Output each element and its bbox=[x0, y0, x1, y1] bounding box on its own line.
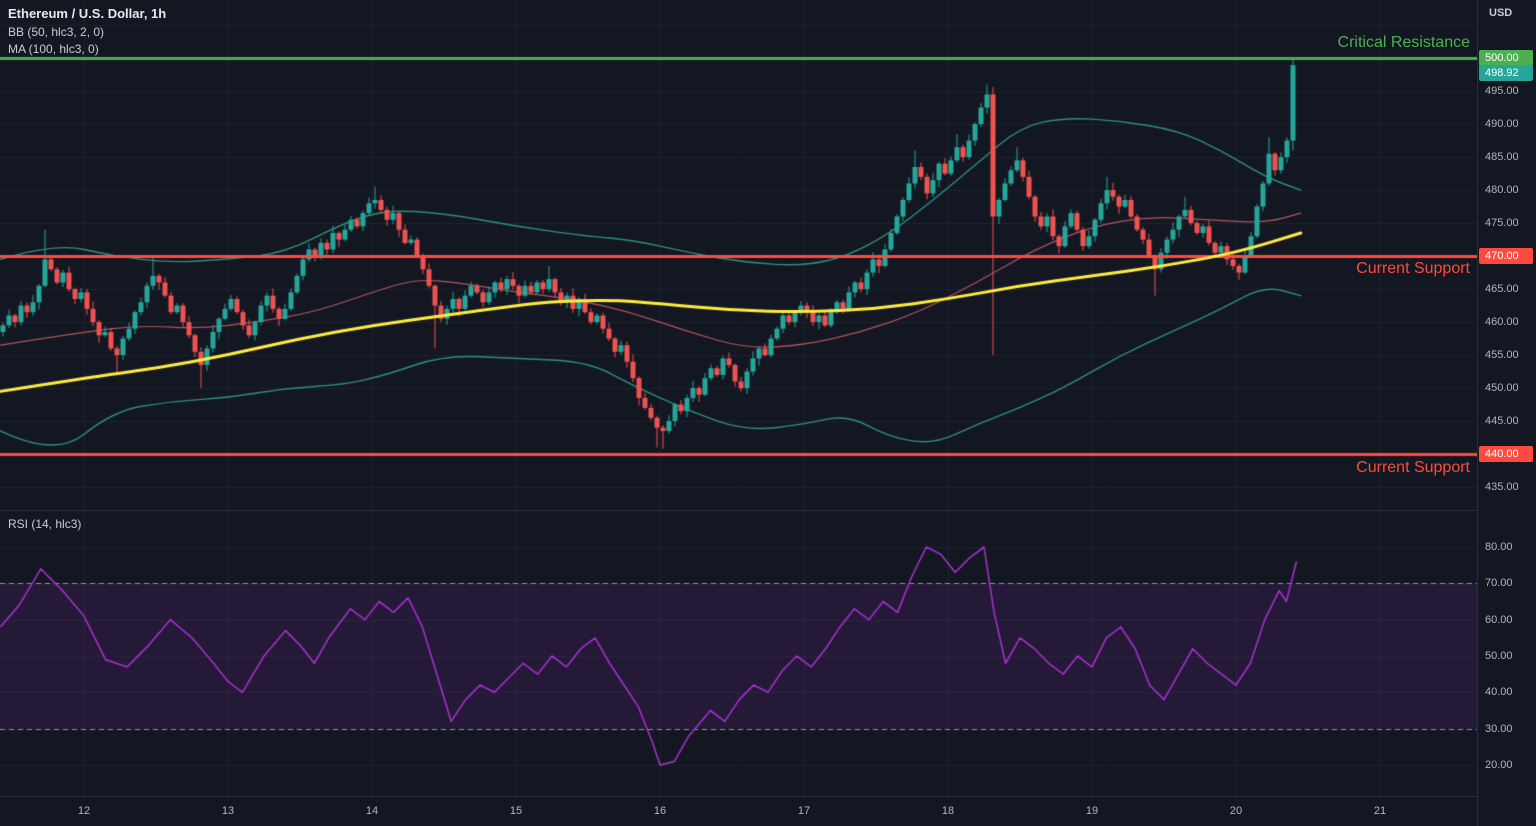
current-support-label-2[interactable]: Current Support bbox=[1356, 459, 1470, 476]
time-axis[interactable]: 12 13 14 15 16 17 18 19 20 21 bbox=[0, 796, 1477, 826]
time-tick-label: 21 bbox=[1373, 805, 1387, 817]
critical-resistance-label[interactable]: Critical Resistance bbox=[1337, 34, 1470, 51]
indicator-ma-label[interactable]: MA (100, hlc3, 0) bbox=[8, 42, 99, 57]
price-tick-label: 445.00 bbox=[1485, 415, 1519, 428]
time-tick-label: 16 bbox=[653, 805, 667, 817]
currency-label[interactable]: USD bbox=[1489, 7, 1513, 19]
time-tick-label: 15 bbox=[509, 805, 523, 817]
chart-legend: Ethereum / U.S. Dollar, 1h BB (50, hlc3,… bbox=[8, 6, 166, 59]
rsi-tick-label: 60.00 bbox=[1485, 613, 1513, 626]
rsi-tick-label: 70.00 bbox=[1485, 577, 1513, 590]
current-support-label-1[interactable]: Current Support bbox=[1356, 260, 1470, 277]
support1-axis-chip: 470.00 bbox=[1479, 248, 1533, 265]
price-tick-label: 485.00 bbox=[1485, 151, 1519, 164]
time-tick-label: 13 bbox=[221, 805, 235, 817]
time-tick-label: 20 bbox=[1229, 805, 1243, 817]
indicator-rsi-label[interactable]: RSI (14, hlc3) bbox=[8, 517, 82, 531]
time-tick-label: 12 bbox=[77, 805, 91, 817]
price-tick-label: 475.00 bbox=[1485, 217, 1519, 230]
rsi-tick-label: 80.00 bbox=[1485, 541, 1513, 553]
time-tick-label: 19 bbox=[1085, 805, 1099, 817]
pane-resize-handle[interactable] bbox=[0, 510, 1477, 511]
time-tick-label: 18 bbox=[941, 805, 955, 817]
resistance-axis-chip: 500.00 bbox=[1479, 50, 1533, 67]
price-tick-label: 450.00 bbox=[1485, 382, 1519, 395]
indicator-bb-label[interactable]: BB (50, hlc3, 2, 0) bbox=[8, 25, 105, 40]
price-tick-label: 465.00 bbox=[1485, 283, 1519, 296]
time-tick-label: 14 bbox=[365, 805, 379, 817]
last-price-axis-chip: 498.92 bbox=[1479, 64, 1533, 81]
rsi-pane-canvas[interactable] bbox=[0, 511, 1477, 796]
price-tick-label: 460.00 bbox=[1485, 316, 1519, 329]
price-chart-canvas[interactable] bbox=[0, 0, 1477, 511]
price-tick-label: 455.00 bbox=[1485, 349, 1519, 362]
price-tick-label: 495.00 bbox=[1485, 85, 1519, 98]
rsi-tick-label: 30.00 bbox=[1485, 722, 1513, 735]
price-axis[interactable]: USD 500.00 498.92 470.00 440.00 500.0049… bbox=[1477, 0, 1536, 826]
rsi-tick-label: 40.00 bbox=[1485, 686, 1513, 699]
rsi-tick-label: 50.00 bbox=[1485, 649, 1513, 662]
price-tick-label: 490.00 bbox=[1485, 118, 1519, 131]
price-tick-label: 435.00 bbox=[1485, 481, 1519, 494]
symbol-title[interactable]: Ethereum / U.S. Dollar, 1h bbox=[8, 6, 167, 21]
price-tick-label: 480.00 bbox=[1485, 184, 1519, 197]
rsi-tick-label: 20.00 bbox=[1485, 758, 1513, 771]
support2-axis-chip: 440.00 bbox=[1479, 446, 1533, 463]
time-tick-label: 17 bbox=[797, 805, 811, 817]
